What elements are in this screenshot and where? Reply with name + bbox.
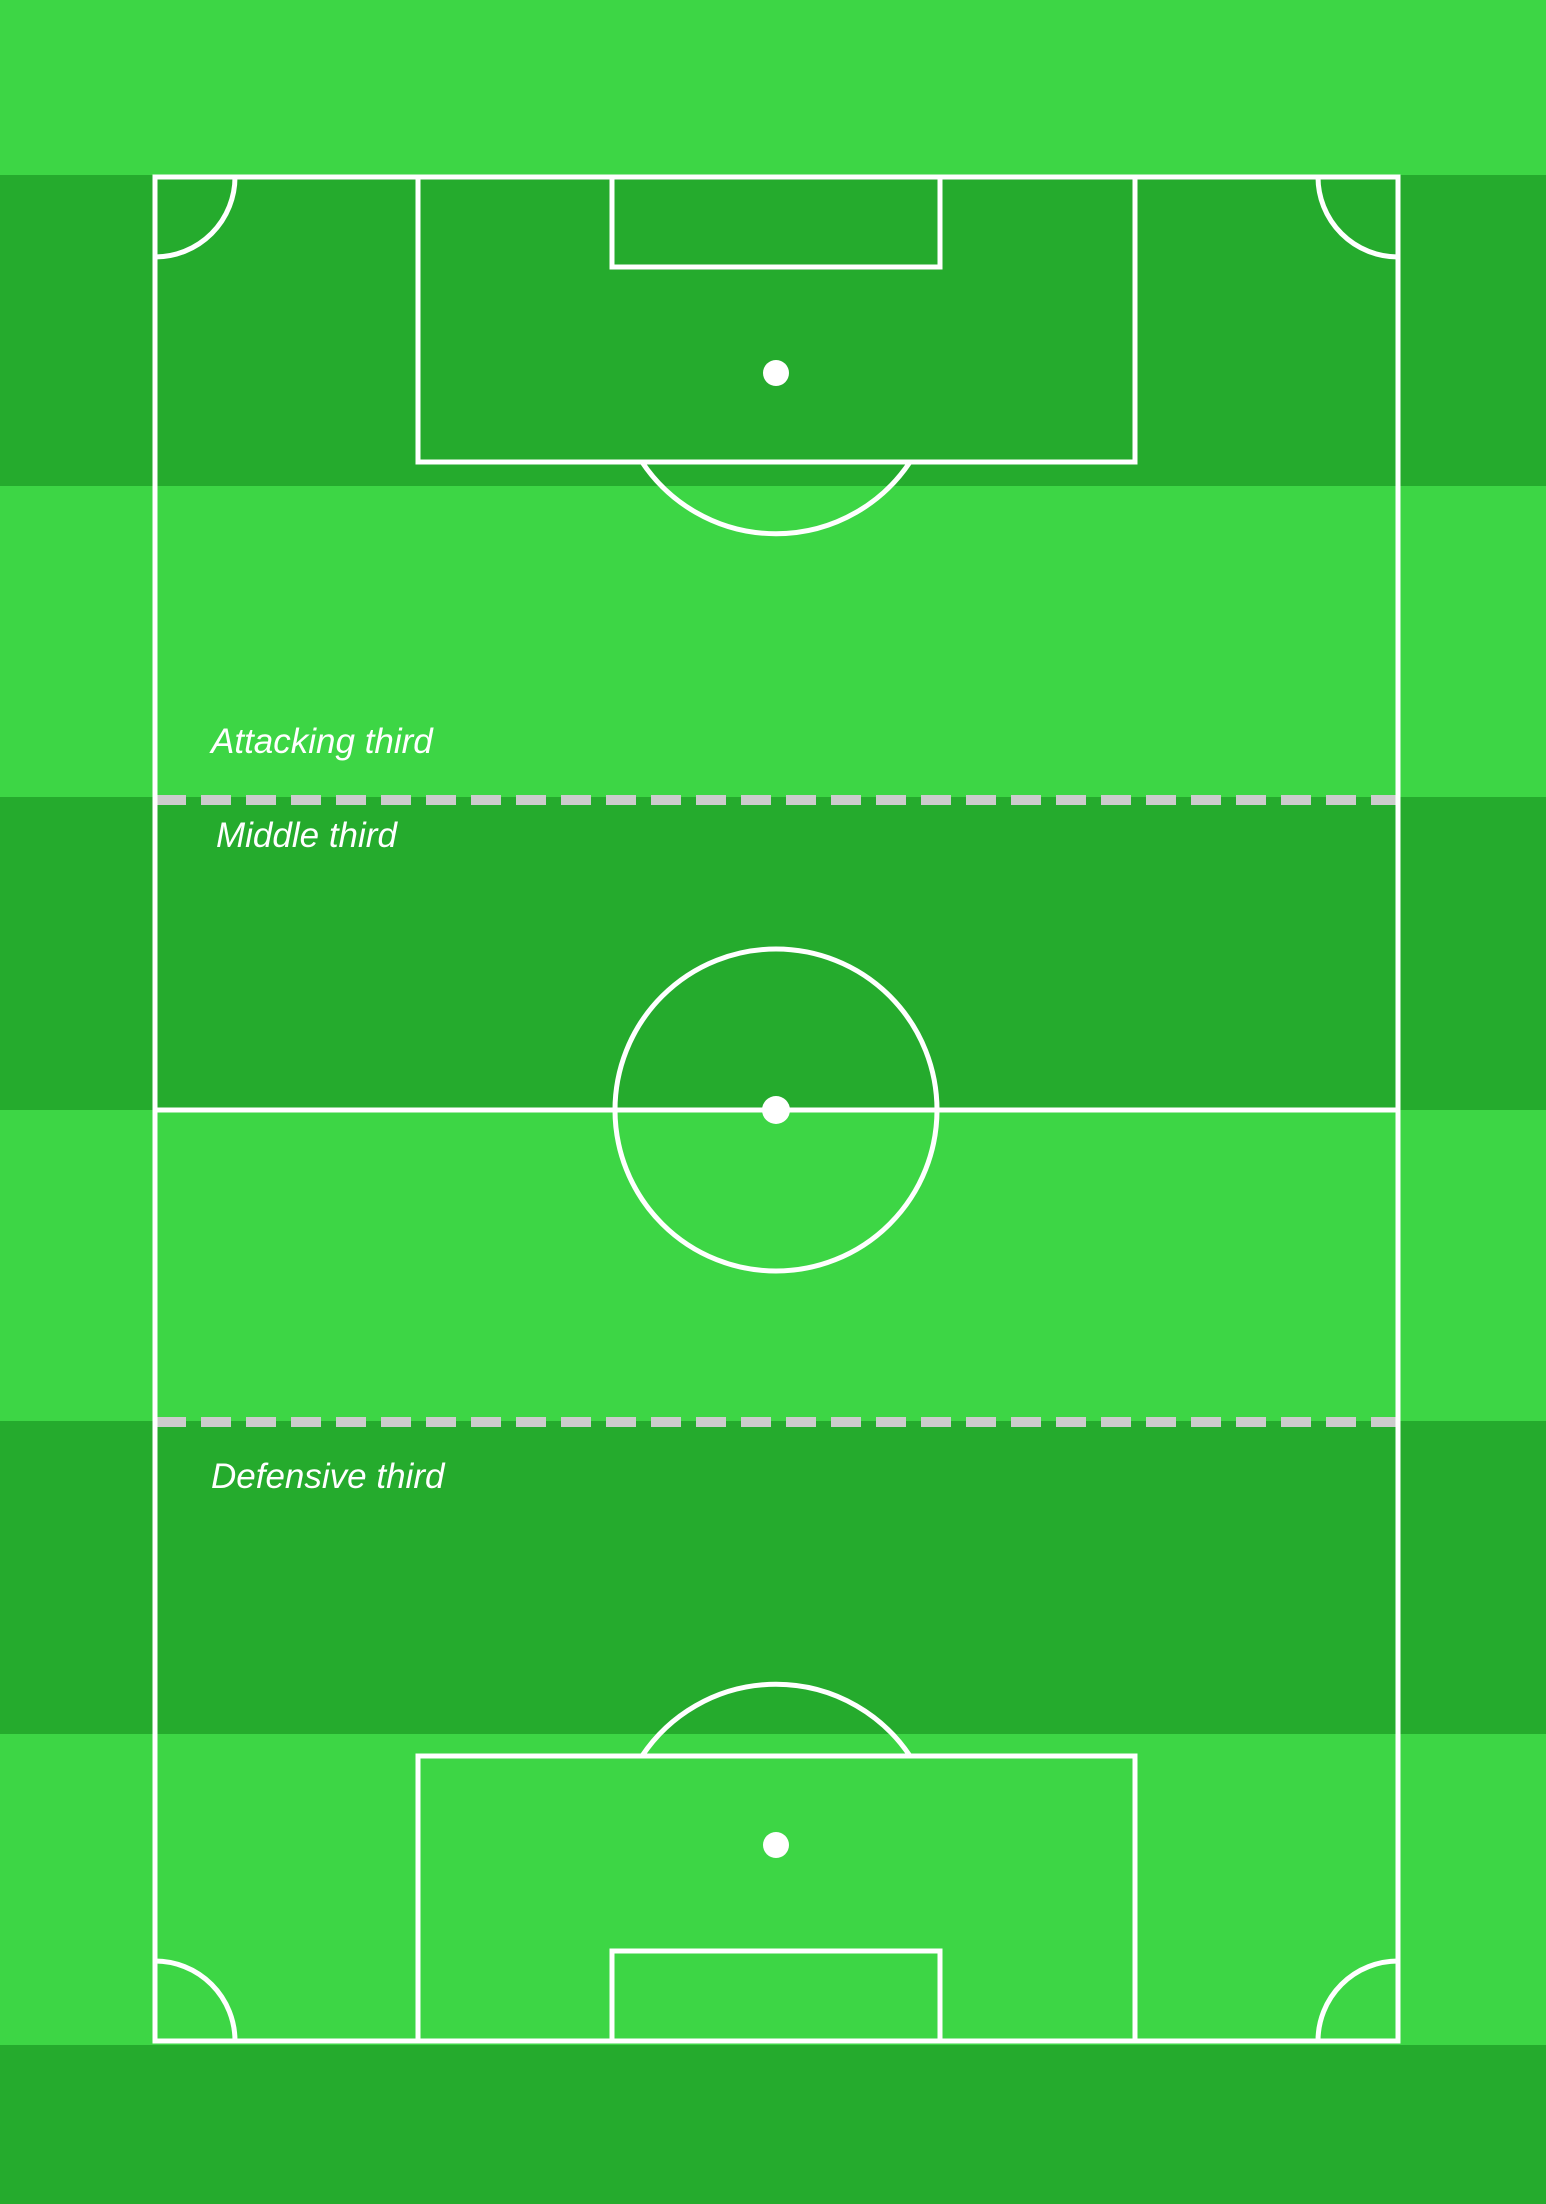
corner-arc-top-left bbox=[154, 176, 238, 260]
grass-stripe bbox=[0, 797, 1546, 1110]
attacking-third-label: Attacking third bbox=[211, 722, 433, 761]
third-dividers bbox=[156, 795, 1398, 1427]
corner-arc-bottom-right bbox=[1315, 1958, 1399, 2042]
bottom-penalty-arc bbox=[639, 1681, 913, 1758]
top-goal-area bbox=[609, 174, 943, 270]
pitch-markings bbox=[152, 174, 1401, 2044]
grass-stripe bbox=[0, 1734, 1546, 2045]
centre-spot bbox=[762, 1096, 790, 1124]
bottom-penalty-spot bbox=[763, 1832, 789, 1858]
grass-stripe bbox=[0, 175, 1546, 486]
centre-circle bbox=[612, 946, 940, 1274]
top-penalty-spot bbox=[763, 360, 789, 386]
grass-stripe bbox=[0, 2045, 1546, 2204]
top-penalty-arc bbox=[639, 460, 913, 537]
grass-stripe bbox=[0, 0, 1546, 175]
corner-arc-bottom-left bbox=[154, 1958, 238, 2042]
corner-arc-top-right bbox=[1315, 176, 1399, 260]
bottom-goal-area bbox=[609, 1948, 943, 2044]
middle-third-label: Middle third bbox=[216, 816, 397, 855]
defensive-third-label: Defensive third bbox=[211, 1457, 445, 1496]
pitch-spots bbox=[762, 360, 790, 1858]
grass-stripe bbox=[0, 486, 1546, 797]
grass-stripe bbox=[0, 1110, 1546, 1421]
